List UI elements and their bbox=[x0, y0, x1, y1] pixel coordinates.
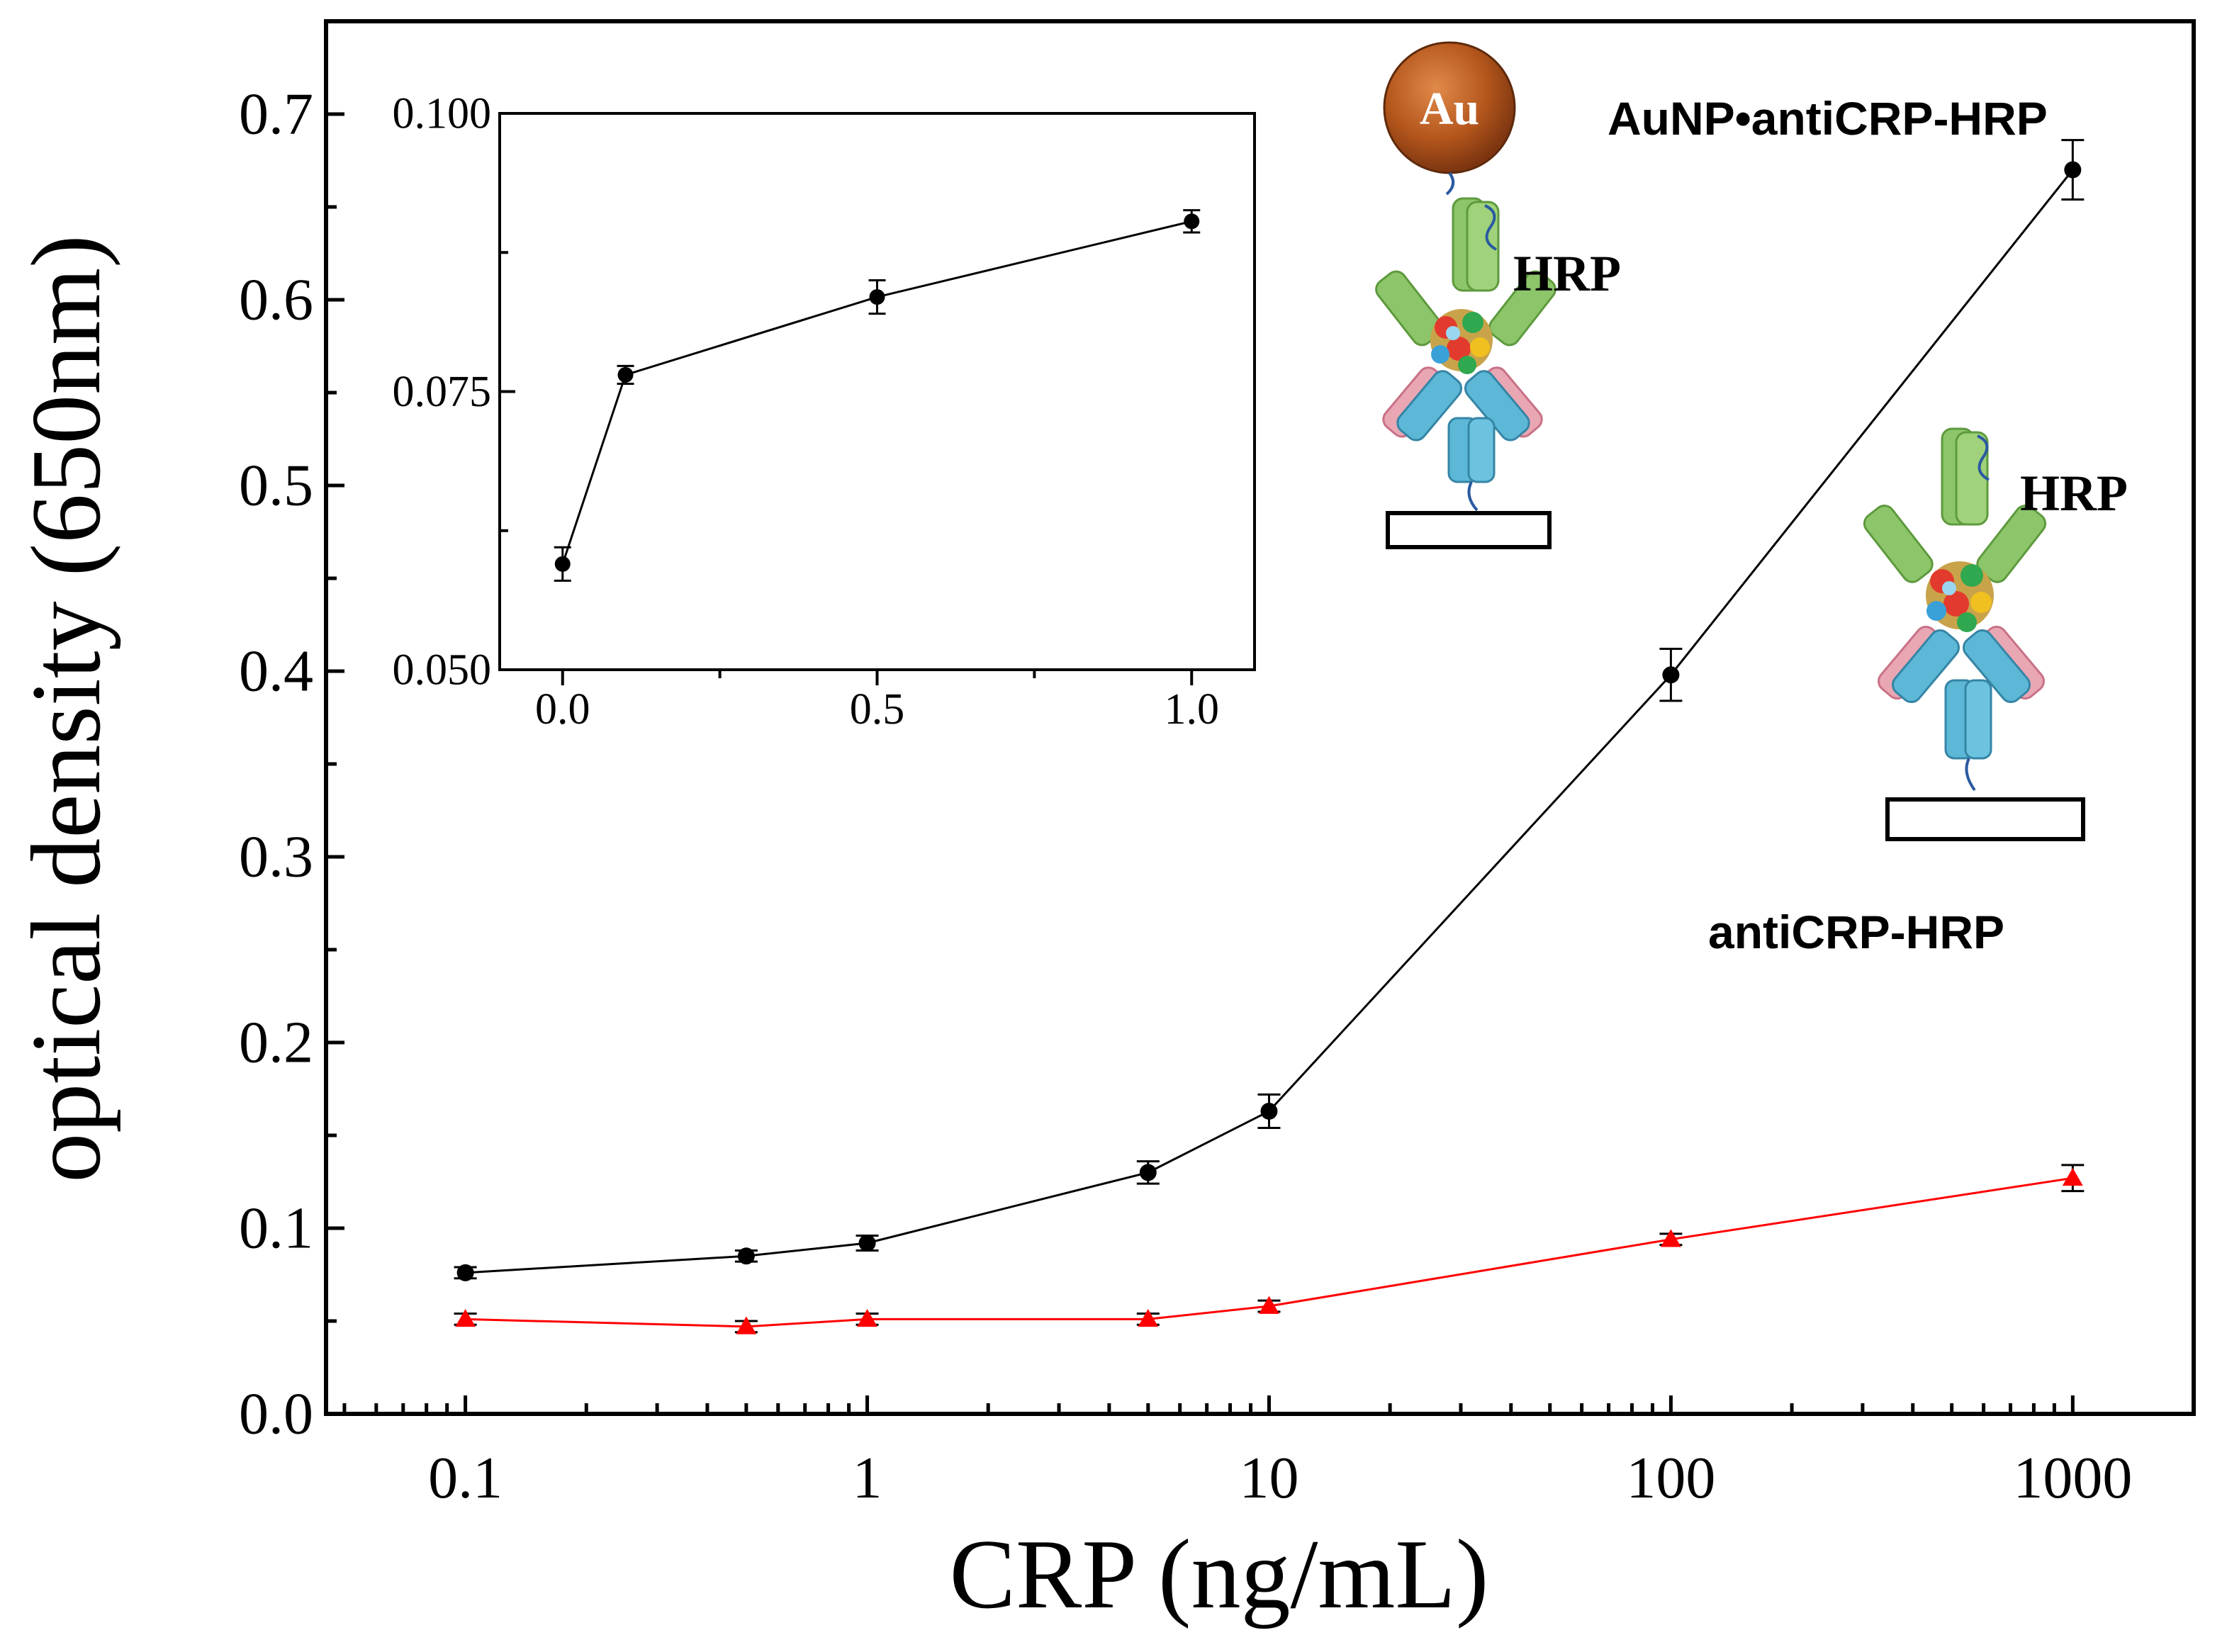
x-tick-label: 1000 bbox=[2013, 1445, 2132, 1511]
surface-linker-icon-2 bbox=[1965, 758, 1976, 792]
hrp-linker-icon-2 bbox=[1977, 434, 1990, 481]
data-point bbox=[1138, 1308, 1159, 1327]
series-1 bbox=[454, 1164, 2085, 1334]
x-tick-label: 0.1 bbox=[428, 1445, 503, 1511]
inset-chart: 0.050 0.075 0.100 0.0 0.5 1.0 bbox=[393, 89, 1256, 734]
main-chart: 0.0 0.1 0.2 0.3 0.4 0.5 0.6 0.7 0.1 1 10 100 1000 bbox=[239, 19, 2196, 1511]
au-label: Au bbox=[1420, 83, 1479, 135]
y-tick-label: 0.2 bbox=[239, 1010, 313, 1076]
schematic-aunp-conjugate: Au HRP bbox=[1375, 41, 1621, 549]
schematic-hrp-conjugate: HRP bbox=[1863, 427, 2128, 841]
inset-plot-frame bbox=[498, 112, 1256, 671]
substrate-icon-2 bbox=[1885, 797, 2085, 841]
detection-antibody-icon bbox=[1375, 197, 1556, 347]
data-point bbox=[737, 1247, 755, 1265]
data-point bbox=[1260, 1102, 1278, 1120]
data-point bbox=[857, 1308, 877, 1327]
inset-x-tick-label: 0.5 bbox=[850, 685, 905, 734]
label-aunp-conjugate: AuNP•antiCRP-HRP bbox=[1608, 92, 2048, 145]
data-point bbox=[1139, 1164, 1157, 1181]
data-point bbox=[2064, 161, 2082, 179]
detection-antibody-icon-2 bbox=[1863, 427, 2047, 583]
inset-y-tick-label: 0.100 bbox=[393, 89, 492, 137]
capture-antibody-icon bbox=[1382, 366, 1543, 483]
inset-data-point bbox=[617, 366, 634, 383]
capture-antibody-icon-2 bbox=[1878, 625, 2045, 760]
inset-x-tick-label: 0.0 bbox=[535, 685, 590, 734]
y-tick-label: 0.1 bbox=[239, 1196, 313, 1262]
data-point bbox=[2062, 1167, 2083, 1186]
data-point bbox=[736, 1316, 757, 1334]
data-point bbox=[1662, 666, 1680, 684]
data-point bbox=[455, 1308, 476, 1327]
inset-x-tick-label: 1.0 bbox=[1165, 685, 1220, 734]
y-tick-label: 0.3 bbox=[239, 824, 313, 890]
y-tick-label: 0.6 bbox=[239, 267, 313, 333]
y-tick-label: 0.0 bbox=[239, 1381, 313, 1447]
x-axis-title: CRP (ng/mL) bbox=[950, 1519, 1489, 1629]
linker-icon bbox=[1445, 172, 1455, 196]
inset-y-tick-label: 0.075 bbox=[393, 368, 492, 416]
data-point bbox=[858, 1234, 876, 1252]
inset-series-line bbox=[561, 220, 1192, 565]
y-axis-title: optical density (650nm) bbox=[11, 235, 121, 1183]
y-tick-label: 0.7 bbox=[239, 82, 313, 147]
crp-antigen-icon-2 bbox=[1926, 561, 1994, 632]
inset-data-point bbox=[869, 289, 885, 305]
hrp-label-1: HRP bbox=[1513, 245, 1621, 302]
inset-y-tick-label: 0.050 bbox=[393, 646, 492, 694]
inset-data-point bbox=[1184, 213, 1200, 230]
label-hrp-conjugate: antiCRP-HRP bbox=[1708, 906, 2004, 958]
x-tick-label: 1 bbox=[853, 1445, 882, 1511]
data-point bbox=[1661, 1229, 1681, 1247]
hrp-linker-icon bbox=[1484, 204, 1498, 251]
inset-series-0 bbox=[554, 209, 1201, 582]
surface-linker-icon bbox=[1467, 481, 1479, 512]
y-tick-label: 0.4 bbox=[239, 639, 313, 704]
data-point bbox=[456, 1264, 474, 1281]
hrp-label-2: HRP bbox=[2020, 465, 2128, 522]
data-point bbox=[1259, 1296, 1279, 1314]
inset-data-point bbox=[554, 556, 571, 572]
crp-antigen-icon bbox=[1430, 309, 1493, 374]
x-tick-label: 10 bbox=[1239, 1445, 1298, 1511]
x-tick-label: 100 bbox=[1626, 1445, 1715, 1511]
plot-frame bbox=[324, 19, 2196, 1416]
substrate-icon bbox=[1386, 511, 1552, 549]
series-0 bbox=[454, 139, 2085, 1281]
y-tick-label: 0.5 bbox=[239, 453, 313, 519]
